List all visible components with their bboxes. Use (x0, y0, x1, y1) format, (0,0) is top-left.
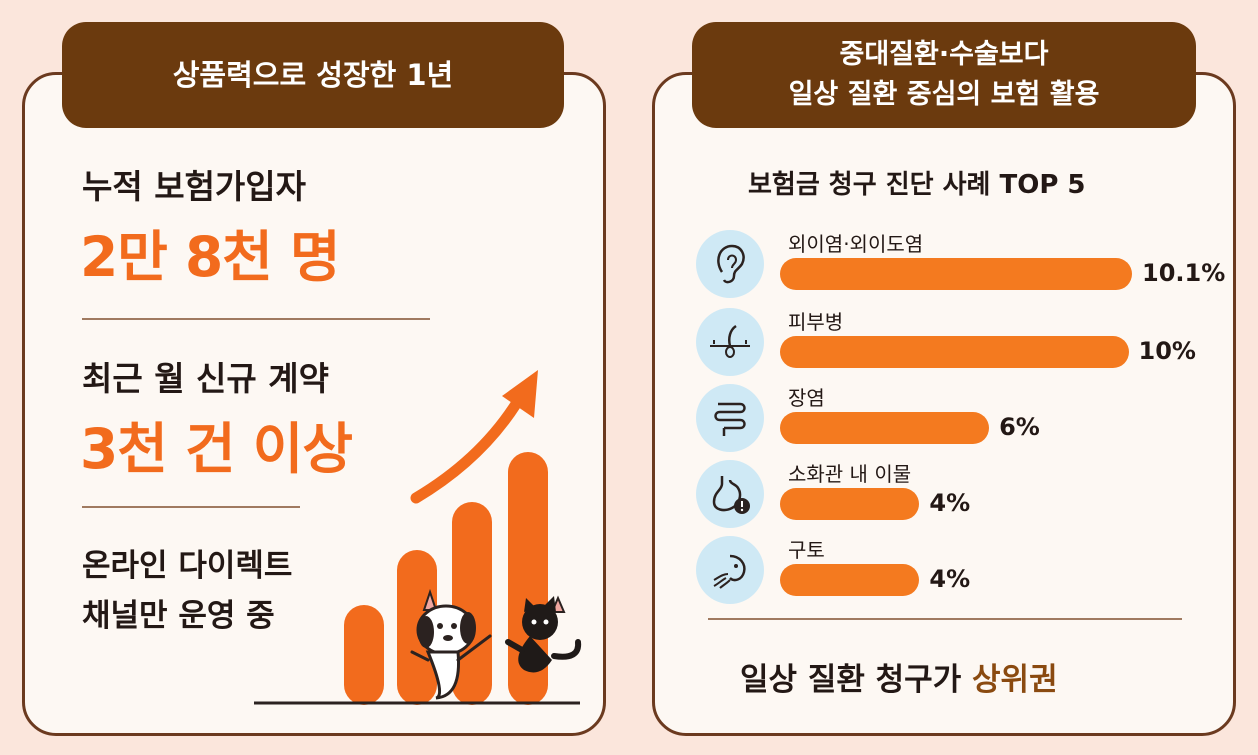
growth-illustration (254, 370, 582, 705)
cat-icon (505, 595, 582, 673)
bar-value-label: 4% (929, 565, 971, 593)
divider (82, 318, 430, 320)
bar (780, 564, 920, 596)
growth-arrow-icon (410, 398, 522, 504)
bar (780, 488, 920, 520)
vomit-face-icon (696, 536, 764, 604)
bar-category-label: 피부병 (788, 310, 844, 334)
stomach-warning-icon (696, 460, 764, 528)
channel-text-line1: 온라인 다이렉트 (82, 548, 293, 584)
dog-icon (410, 588, 492, 700)
divider (708, 618, 1182, 620)
intestine-icon (696, 384, 764, 452)
bar (780, 258, 1132, 290)
bar-value-label: 10.1% (1142, 259, 1226, 287)
growth-badge: 상품력으로 성장한 1년 (62, 22, 564, 128)
growth-bar-3 (452, 502, 492, 705)
bar-category-label: 장염 (788, 386, 825, 410)
bar-category-label: 외이염·외이도염 (788, 232, 924, 256)
bar (780, 336, 1129, 368)
bar-value-label: 10% (1138, 337, 1196, 365)
arrow-head-icon (502, 370, 538, 418)
claims-badge: 중대질환·수술보다 일상 질환 중심의 보험 활용 (692, 22, 1196, 128)
channel-text-line2: 채널만 운영 중 (82, 598, 275, 634)
growth-bar-1 (344, 605, 384, 705)
bar-category-label: 소화관 내 이물 (788, 462, 912, 486)
skin-hair-icon (696, 308, 764, 376)
summary-highlight: 상위권 (972, 662, 1058, 698)
monthly-contracts-label: 최근 월 신규 계약 (82, 359, 329, 398)
chart-title: 보험금 청구 진단 사례 TOP 5 (748, 170, 1086, 200)
claims-badge-line2: 일상 질환 중심의 보험 활용 (788, 79, 1100, 110)
divider (82, 506, 300, 508)
cumulative-subscribers-value: 2만 8천 명 (80, 225, 341, 289)
growth-bar-4 (508, 452, 548, 705)
summary-prefix: 일상 질환 청구가 (740, 662, 973, 698)
bar-value-label: 6% (999, 413, 1040, 441)
bar-value-label: 4% (929, 489, 971, 517)
cumulative-subscribers-label: 누적 보험가입자 (82, 167, 307, 206)
claims-badge-line1: 중대질환·수술보다 (839, 39, 1049, 70)
bar-category-label: 구토 (788, 538, 825, 562)
ear-icon (696, 230, 764, 298)
monthly-contracts-value: 3천 건 이상 (80, 417, 353, 481)
bar (780, 412, 990, 444)
summary-text: 일상 질환 청구가 상위권 (740, 654, 1058, 699)
growth-bars (344, 452, 548, 705)
